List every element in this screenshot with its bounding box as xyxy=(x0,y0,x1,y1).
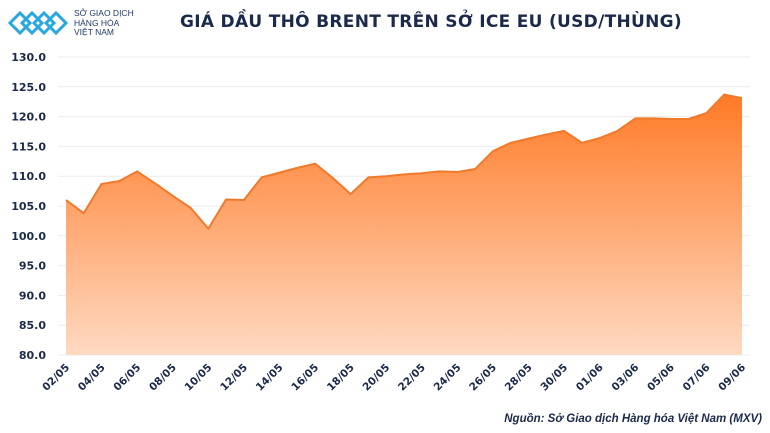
source-note: Nguồn: Sở Giao dịch Hàng hóa Việt Nam (M… xyxy=(504,413,762,425)
x-tick-label: 20/05 xyxy=(360,362,392,394)
x-tick-label: 02/05 xyxy=(40,362,72,394)
x-tick-label: 14/05 xyxy=(254,362,286,394)
y-tick-label: 130.0 xyxy=(11,51,46,64)
x-tick-label: 03/06 xyxy=(610,362,642,394)
y-tick-label: 100.0 xyxy=(11,230,46,243)
y-tick-label: 90.0 xyxy=(19,289,46,302)
y-tick-label: 105.0 xyxy=(11,200,46,213)
y-tick-label: 80.0 xyxy=(19,349,46,362)
x-tick-label: 05/06 xyxy=(645,362,677,394)
x-tick-label: 26/05 xyxy=(467,362,499,394)
chart-title: GIÁ DẦU THÔ BRENT TRÊN SỞ ICE EU (USD/TH… xyxy=(180,12,682,32)
y-tick-label: 95.0 xyxy=(19,260,46,273)
logo-line1: SỞ GIAO DỊCH xyxy=(74,8,134,18)
y-tick-label: 85.0 xyxy=(19,319,46,332)
x-tick-label: 22/05 xyxy=(396,362,428,394)
logo-line3: VIỆT NAM xyxy=(74,27,114,37)
x-tick-label: 24/05 xyxy=(432,362,464,394)
x-tick-label: 07/06 xyxy=(681,362,713,394)
x-tick-label: 09/06 xyxy=(716,362,748,394)
area-fill xyxy=(66,94,742,355)
x-tick-label: 10/05 xyxy=(183,362,215,394)
x-tick-label: 08/05 xyxy=(147,362,179,394)
logo xyxy=(8,10,69,36)
x-tick-label: 12/05 xyxy=(218,362,250,394)
x-tick-label: 01/06 xyxy=(574,362,606,394)
x-tick-label: 30/05 xyxy=(538,362,570,394)
x-tick-label: 06/05 xyxy=(111,362,143,394)
y-tick-label: 125.0 xyxy=(11,81,46,94)
x-tick-label: 18/05 xyxy=(325,362,357,394)
x-tick-label: 04/05 xyxy=(76,362,108,394)
logo-line2: HÀNG HÓA xyxy=(74,17,120,28)
y-tick-label: 120.0 xyxy=(11,111,46,124)
logo-text: SỞ GIAO DỊCH HÀNG HÓA VIỆT NAM xyxy=(74,8,134,38)
y-tick-label: 115.0 xyxy=(11,140,46,153)
x-tick-label: 28/05 xyxy=(503,362,535,394)
x-tick-label: 16/05 xyxy=(289,362,321,394)
y-tick-label: 110.0 xyxy=(11,170,46,183)
